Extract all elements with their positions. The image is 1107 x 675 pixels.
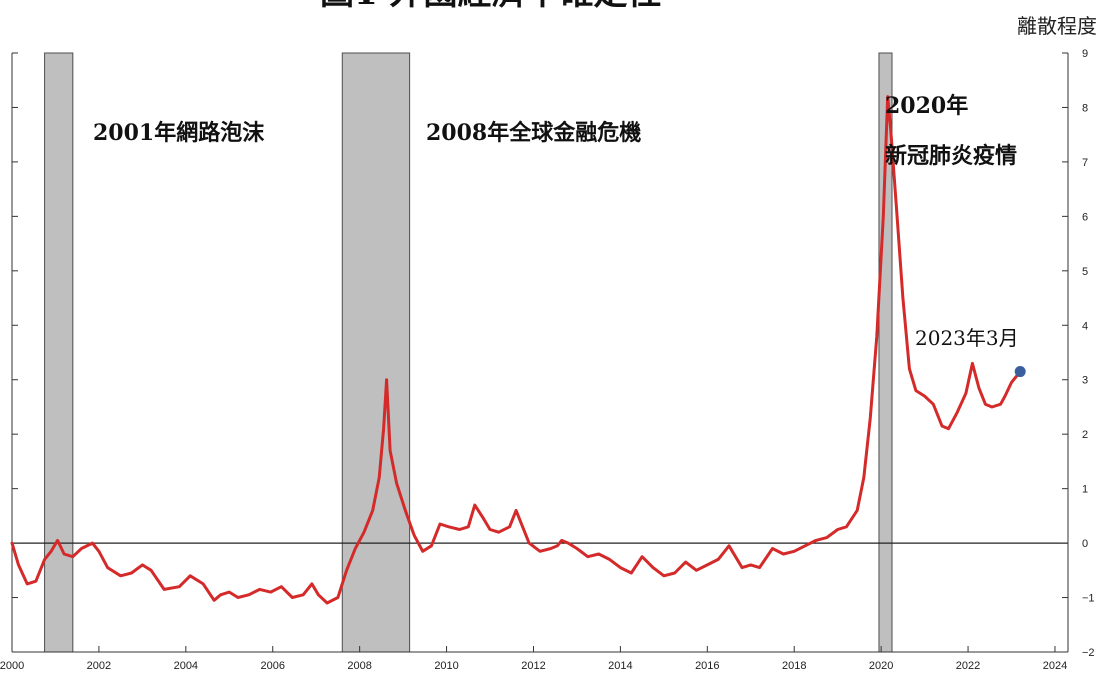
last-point-marker	[1014, 366, 1026, 378]
axis-ticks: −2 −1 0 1 2 3 4 5 6 7 8 9 2000 2002 2004 2006 2008 2010 20…	[0, 48, 1095, 672]
x-tick-label: 2006	[260, 660, 284, 672]
y-tick-label: 2	[1082, 429, 1088, 441]
x-tick-label: 2008	[347, 660, 371, 672]
x-tick-label: 2004	[174, 660, 198, 672]
x-tick-label: 2010	[434, 660, 458, 672]
x-tick-label: 2012	[521, 660, 545, 672]
x-tick-label: 2002	[87, 660, 111, 672]
y-unit-label: 離散程度	[1017, 14, 1097, 38]
y-tick-label: 7	[1082, 157, 1088, 169]
y-tick-label: 1	[1082, 484, 1088, 496]
y-tick-label: 0	[1082, 538, 1088, 550]
y-tick-label: −1	[1082, 593, 1095, 605]
y-tick-label: 3	[1082, 375, 1088, 387]
x-tick-label: 2014	[608, 660, 632, 672]
x-tick-label: 2000	[0, 660, 24, 672]
x-tick-label: 2020	[869, 660, 893, 672]
shaded-period-0	[44, 52, 74, 653]
x-tick-label: 2018	[782, 660, 806, 672]
x-tick-label: 2022	[956, 660, 980, 672]
y-tick-label: 4	[1082, 320, 1088, 332]
annotation-gfc: 2008年全球金融危機	[426, 120, 641, 146]
plot-frame	[11, 53, 1069, 653]
chart-title: 圖1 外國經濟不確定性	[320, 0, 662, 13]
series-layer	[10, 95, 1026, 605]
y-tick-label: −2	[1082, 647, 1095, 659]
annotation-dotcom: 2001年網路泡沫	[93, 120, 265, 146]
x-tick-label: 2016	[695, 660, 719, 672]
y-tick-label: 5	[1082, 266, 1088, 278]
y-tick-label: 8	[1082, 102, 1088, 114]
y-tick-label: 9	[1082, 48, 1088, 60]
last-point-label: 2023年3月	[915, 326, 1019, 350]
series-line-0	[10, 95, 1022, 605]
annotation-covid-line1: 2020年	[885, 93, 968, 119]
shaded-period-1	[341, 52, 411, 653]
annotation-covid-line2: 新冠肺炎疫情	[885, 143, 1017, 169]
y-tick-label: 6	[1082, 211, 1088, 223]
x-tick-label: 2024	[1043, 660, 1067, 672]
